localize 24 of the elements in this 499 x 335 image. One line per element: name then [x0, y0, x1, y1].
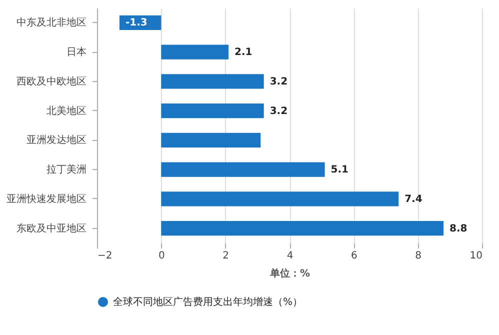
x-tick-label: −2: [98, 250, 112, 262]
data-label: 2.1: [234, 47, 252, 58]
data-label: 5.1: [330, 164, 349, 176]
x-tick-label: 6: [350, 250, 358, 262]
data-label: 8.8: [450, 223, 468, 234]
legend-label: 全球不同地区广告费用支出年均增速（%）: [113, 296, 303, 308]
y-tick-label: 北美地区: [46, 104, 86, 117]
data-label: 3.2: [270, 106, 288, 117]
x-tick-label: 10: [470, 250, 482, 262]
x-tick-label: 8: [415, 250, 422, 262]
y-tick-label: 东欧及中亚地区: [16, 222, 86, 234]
y-tick-label: 亚洲发达地区: [26, 134, 86, 146]
y-tick-label: 西欧及中欧地区: [16, 75, 86, 88]
data-label: -1.3: [125, 18, 148, 29]
x-axis-title: 单位：%: [268, 268, 310, 280]
x-tick-label: 0: [158, 250, 165, 262]
data-label: 7.4: [404, 194, 422, 205]
data-label: 3.2: [270, 76, 288, 88]
y-tick-label: 亚洲快速发展地区: [6, 192, 86, 205]
x-tick-label: 4: [286, 250, 294, 262]
x-tick-label: 2: [222, 250, 230, 262]
y-tick-label: 日本: [66, 46, 86, 58]
y-tick-label: 拉丁美洲: [46, 164, 86, 176]
y-tick-label: 中东及北非地区: [16, 16, 86, 29]
